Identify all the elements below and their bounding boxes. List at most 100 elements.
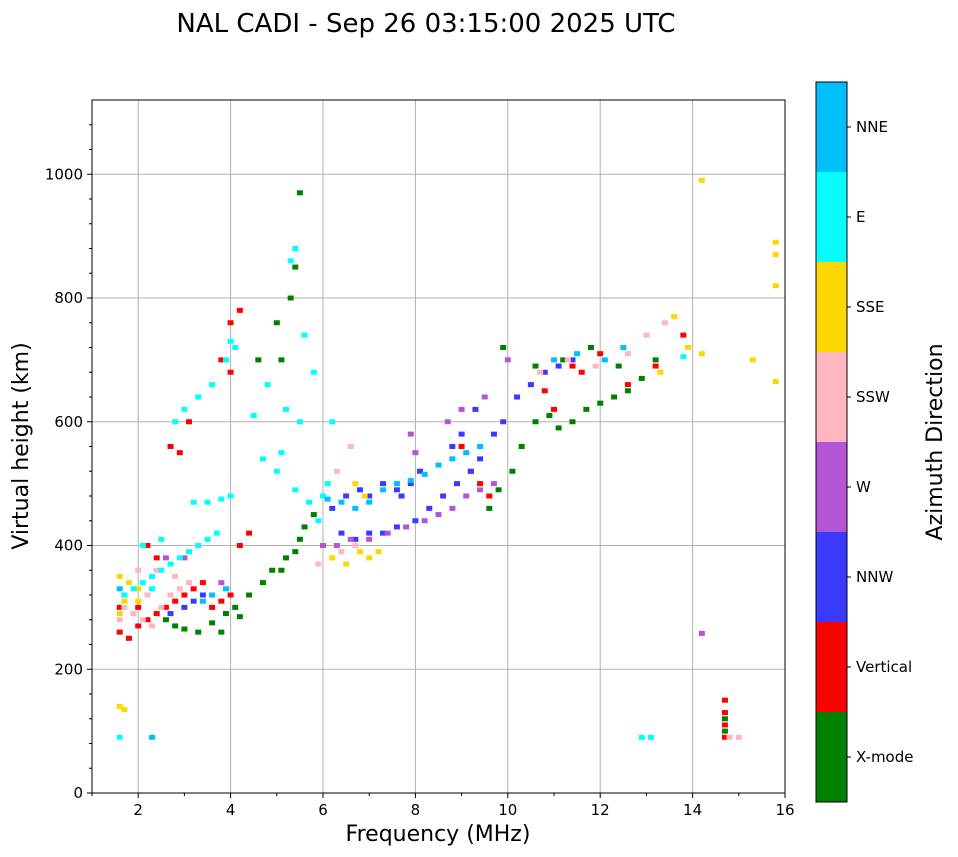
data-points [116, 177, 779, 740]
data-point-vertical [236, 307, 243, 313]
data-point-e [329, 419, 336, 425]
data-point-w [435, 512, 442, 518]
data-point-vertical [721, 697, 728, 703]
data-point-ssw [333, 468, 340, 474]
data-point-w [412, 450, 419, 456]
data-point-sse [375, 549, 382, 555]
data-point-w [333, 543, 340, 548]
data-point-x-mode [721, 728, 728, 734]
data-point-nnw [380, 481, 387, 487]
data-point-e [287, 258, 294, 264]
colorbar-label: Vertical [856, 658, 912, 676]
data-point-vertical [597, 351, 604, 357]
x-tick-label: 6 [318, 801, 328, 819]
data-point-e [324, 481, 331, 487]
data-point-ssw [116, 617, 123, 623]
data-point-ssw [735, 734, 742, 740]
data-point-x-mode [310, 512, 317, 518]
data-point-sse [116, 573, 123, 579]
data-point-nnw [490, 431, 497, 437]
data-point-vertical [218, 357, 225, 363]
data-point-sse [698, 177, 705, 183]
data-point-e [227, 493, 234, 499]
data-point-nne [574, 351, 581, 357]
data-point-vertical [227, 369, 234, 375]
data-point-nne [338, 499, 345, 505]
data-point-ssw [172, 573, 179, 579]
y-tick-label: 1000 [45, 165, 83, 183]
data-point-e [232, 345, 239, 350]
data-point-ssw [135, 567, 142, 573]
data-point-e [301, 332, 308, 338]
data-point-nnw [500, 419, 507, 425]
data-point-nne [393, 481, 400, 487]
data-point-nnw [329, 505, 336, 511]
data-point-sse [772, 379, 779, 385]
data-point-vertical [144, 543, 151, 548]
data-point-e [680, 354, 687, 360]
data-point-vertical [125, 635, 132, 641]
data-point-e [158, 567, 165, 573]
data-point-w [698, 630, 705, 636]
colorbar-swatch [816, 532, 847, 622]
data-point-e [139, 580, 146, 586]
data-point-e [227, 338, 234, 344]
data-point-vertical [186, 419, 193, 425]
colorbar-swatch [816, 712, 847, 802]
data-point-e [167, 561, 174, 567]
data-point-w [347, 536, 354, 542]
data-point-w [449, 505, 456, 511]
data-point-w [218, 580, 225, 586]
data-point-e [283, 406, 290, 412]
data-point-nnw [343, 493, 350, 499]
data-point-ssw [564, 357, 571, 363]
data-point-nnw [352, 536, 359, 542]
data-point-ssw [661, 320, 668, 326]
data-point-ssw [347, 444, 354, 449]
data-point-nnw [412, 518, 419, 524]
data-point-x-mode [652, 357, 659, 363]
colorbar-swatch [816, 442, 847, 532]
data-point-e [278, 450, 285, 456]
data-point-vertical [153, 611, 160, 617]
data-point-vertical [721, 710, 728, 716]
data-point-x-mode [292, 549, 299, 555]
x-tick-label: 14 [683, 801, 702, 819]
data-point-x-mode [597, 400, 604, 406]
data-point-nne [407, 478, 414, 484]
data-point-x-mode [287, 295, 294, 301]
data-point-vertical [652, 363, 659, 369]
data-point-e [204, 536, 211, 542]
data-point-e [218, 496, 225, 502]
colorbar-label: X-mode [856, 748, 913, 766]
data-point-ssw [139, 617, 146, 623]
data-point-w [181, 555, 188, 561]
data-point-nnw [555, 363, 562, 369]
data-point-e [130, 586, 137, 592]
data-point-sse [772, 252, 779, 258]
data-point-ssw [158, 604, 165, 610]
data-point-nne [477, 444, 484, 449]
data-point-nne [209, 592, 216, 598]
colorbar: X-mode Vertical NNW W SSW SSE E NNE [815, 81, 913, 803]
data-point-x-mode [569, 419, 576, 425]
data-point-vertical [551, 406, 557, 412]
data-point-sse [356, 549, 363, 555]
data-point-vertical [569, 363, 576, 369]
data-point-sse [135, 586, 142, 592]
data-point-nne [435, 462, 442, 468]
data-point-x-mode [509, 468, 516, 474]
data-point-nne [449, 456, 456, 462]
data-point-vertical [680, 332, 687, 338]
data-point-sse [125, 580, 132, 586]
colorbar-swatch [816, 172, 847, 262]
data-point-vertical [477, 481, 484, 487]
data-point-e [259, 456, 266, 462]
data-point-nnw [167, 611, 174, 617]
data-point-ssw [592, 363, 599, 369]
data-point-vertical [236, 543, 243, 548]
data-point-nne [366, 499, 373, 505]
data-point-e [186, 549, 193, 555]
x-tick-label: 10 [498, 801, 517, 819]
